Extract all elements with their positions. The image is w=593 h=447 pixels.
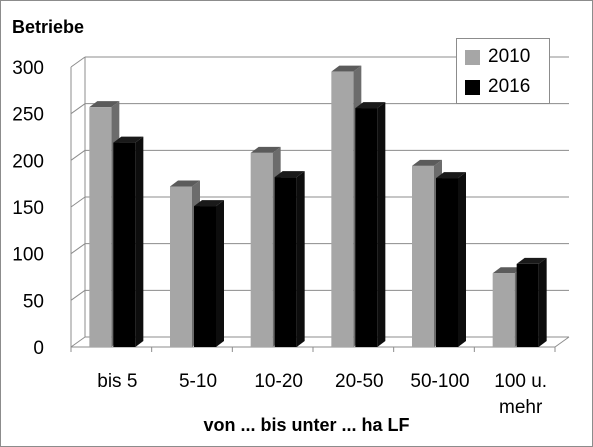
legend-item-2010: 2010 bbox=[465, 45, 530, 69]
bar-top-2016 bbox=[516, 257, 547, 264]
bar-top-2016 bbox=[436, 172, 466, 179]
legend: 2010 2016 bbox=[456, 38, 550, 104]
bar-top-2010 bbox=[412, 159, 442, 166]
gridline-side bbox=[70, 289, 86, 301]
legend-label-2010: 2010 bbox=[488, 46, 531, 67]
bar-top-2010 bbox=[89, 101, 120, 108]
bar-2016 bbox=[113, 142, 136, 347]
y-tick-label: 300 bbox=[12, 58, 44, 79]
bar-2010 bbox=[170, 186, 192, 347]
bar-2016 bbox=[355, 108, 378, 347]
bar-2010 bbox=[412, 165, 434, 347]
bar-side-2016 bbox=[216, 200, 224, 347]
gridline-side bbox=[70, 103, 86, 115]
x-tick-label: 50-100 bbox=[410, 371, 469, 392]
bar-top-2016 bbox=[113, 136, 144, 143]
bar-side-2016 bbox=[377, 102, 386, 347]
x-tick-label: bis 5 bbox=[97, 371, 137, 392]
x-tick-label: mehr bbox=[499, 397, 543, 418]
y-tick-label: 50 bbox=[23, 291, 44, 312]
bar-side-2016 bbox=[538, 257, 547, 347]
x-axis-title: von ... bis unter ... ha LF bbox=[203, 415, 410, 435]
gridline-side bbox=[70, 336, 86, 348]
gridline-side bbox=[70, 196, 86, 208]
floor-right-edge bbox=[554, 336, 570, 348]
legend-label-2016: 2016 bbox=[488, 76, 531, 97]
bar-2016 bbox=[274, 177, 297, 347]
x-tick-label: 20-50 bbox=[335, 371, 384, 392]
bar-top-2016 bbox=[274, 171, 305, 178]
bar-2016 bbox=[194, 206, 216, 347]
legend-swatch-2010 bbox=[465, 49, 480, 65]
legend-swatch-2016 bbox=[465, 79, 480, 95]
bar-side-2016 bbox=[458, 172, 466, 347]
bar-2016 bbox=[516, 263, 539, 347]
x-tick-label: 10-20 bbox=[254, 371, 303, 392]
bar-2010 bbox=[89, 107, 112, 347]
bar-top-2016 bbox=[194, 200, 224, 207]
bar-top-2010 bbox=[331, 65, 362, 72]
y-tick-label: 250 bbox=[12, 105, 44, 126]
x-tick-label: 5-10 bbox=[179, 371, 217, 392]
bar-top-2010 bbox=[492, 267, 523, 274]
y-tick-label: 200 bbox=[12, 151, 44, 172]
gridline-side bbox=[70, 149, 86, 161]
bar-2010 bbox=[250, 152, 273, 347]
x-tick-label: 100 u. bbox=[494, 371, 547, 392]
y-tick-label: 0 bbox=[33, 338, 44, 359]
bar-top-2010 bbox=[170, 180, 200, 187]
bar-top-2010 bbox=[250, 146, 281, 153]
legend-item-2016: 2016 bbox=[465, 75, 530, 99]
bar-2010 bbox=[331, 71, 354, 348]
gridline-side bbox=[70, 243, 86, 255]
bar-2016 bbox=[436, 178, 458, 347]
bar-top-2016 bbox=[355, 102, 386, 109]
y-axis-title: Betriebe bbox=[12, 17, 85, 37]
gridline-side bbox=[70, 56, 86, 68]
bar-2010 bbox=[492, 273, 515, 347]
bar-side-2016 bbox=[296, 171, 305, 347]
y-tick-label: 150 bbox=[12, 198, 44, 219]
y-tick-label: 100 bbox=[12, 245, 44, 266]
bar-side-2016 bbox=[135, 136, 144, 347]
